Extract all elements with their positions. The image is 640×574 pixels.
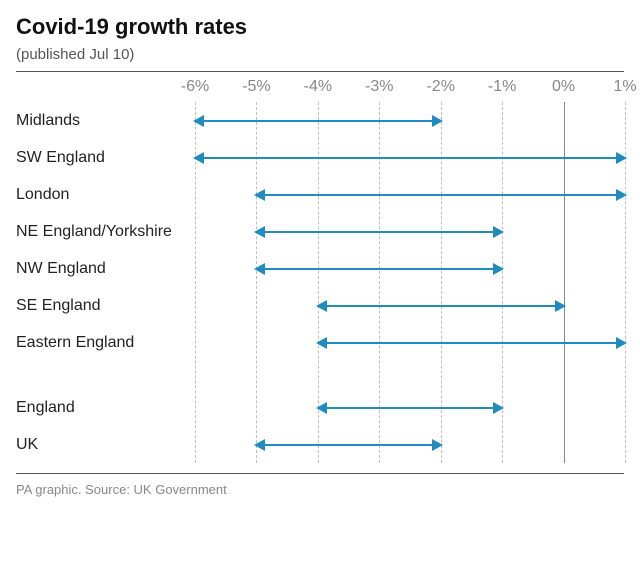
row-label: England [16, 399, 75, 417]
plot-area: -6%-5%-4%-3%-2%-1%0%1% MidlandsSW Englan… [16, 78, 624, 463]
x-tick-label: 1% [613, 78, 636, 96]
x-tick-label: -4% [304, 78, 332, 96]
range-arrow-left-icon [316, 337, 327, 349]
x-axis-labels: -6%-5%-4%-3%-2%-1%0%1% [16, 78, 624, 102]
row-label: NW England [16, 260, 106, 278]
data-row: Midlands [16, 102, 624, 139]
chart-title: Covid-19 growth rates [16, 14, 624, 40]
range-bar [318, 342, 625, 344]
range-arrow-left-icon [254, 226, 265, 238]
range-arrow-left-icon [193, 152, 204, 164]
rows-container: Midlands SW England London NE England/Yorks… [16, 102, 624, 463]
rule-top [16, 71, 624, 72]
range-bar [256, 231, 502, 233]
row-label: Midlands [16, 112, 80, 130]
x-tick-label: -2% [426, 78, 454, 96]
range-arrow-left-icon [316, 402, 327, 414]
range-arrow-right-icon [616, 337, 627, 349]
range-bar [195, 120, 441, 122]
range-bar [256, 444, 440, 446]
data-row: SE England [16, 287, 624, 324]
data-row: NW England [16, 250, 624, 287]
chart-source: PA graphic. Source: UK Government [16, 482, 624, 497]
range-arrow-right-icon [616, 189, 627, 201]
data-row: Eastern England [16, 324, 624, 361]
data-row: SW England [16, 139, 624, 176]
range-arrow-right-icon [616, 152, 627, 164]
row-label: NE England/Yorkshire [16, 223, 172, 241]
data-row: UK [16, 426, 624, 463]
row-label: London [16, 186, 69, 204]
x-tick-label: -6% [181, 78, 209, 96]
range-bar [318, 407, 502, 409]
range-bar [256, 194, 625, 196]
covid-growth-chart: Covid-19 growth rates (published Jul 10)… [0, 0, 640, 574]
data-row: England [16, 389, 624, 426]
range-arrow-left-icon [193, 115, 204, 127]
x-tick-label: -3% [365, 78, 393, 96]
row-label: SW England [16, 149, 105, 167]
row-label: Eastern England [16, 334, 134, 352]
range-bar [256, 268, 502, 270]
chart-subtitle: (published Jul 10) [16, 46, 624, 63]
range-arrow-left-icon [254, 263, 265, 275]
row-label: UK [16, 436, 38, 454]
x-tick-label: 0% [552, 78, 575, 96]
plot-wrap: -6%-5%-4%-3%-2%-1%0%1% MidlandsSW Englan… [16, 78, 624, 463]
rule-bottom [16, 473, 624, 474]
range-bar [318, 305, 564, 307]
data-row: London [16, 176, 624, 213]
range-arrow-right-icon [432, 439, 443, 451]
range-arrow-left-icon [316, 300, 327, 312]
range-bar [195, 157, 625, 159]
x-tick-label: -5% [242, 78, 270, 96]
row-label: SE England [16, 297, 101, 315]
data-row: NE England/Yorkshire [16, 213, 624, 250]
range-arrow-right-icon [432, 115, 443, 127]
range-arrow-right-icon [555, 300, 566, 312]
x-tick-label: -1% [488, 78, 516, 96]
range-arrow-left-icon [254, 439, 265, 451]
range-arrow-right-icon [493, 226, 504, 238]
range-arrow-right-icon [493, 402, 504, 414]
range-arrow-right-icon [493, 263, 504, 275]
range-arrow-left-icon [254, 189, 265, 201]
